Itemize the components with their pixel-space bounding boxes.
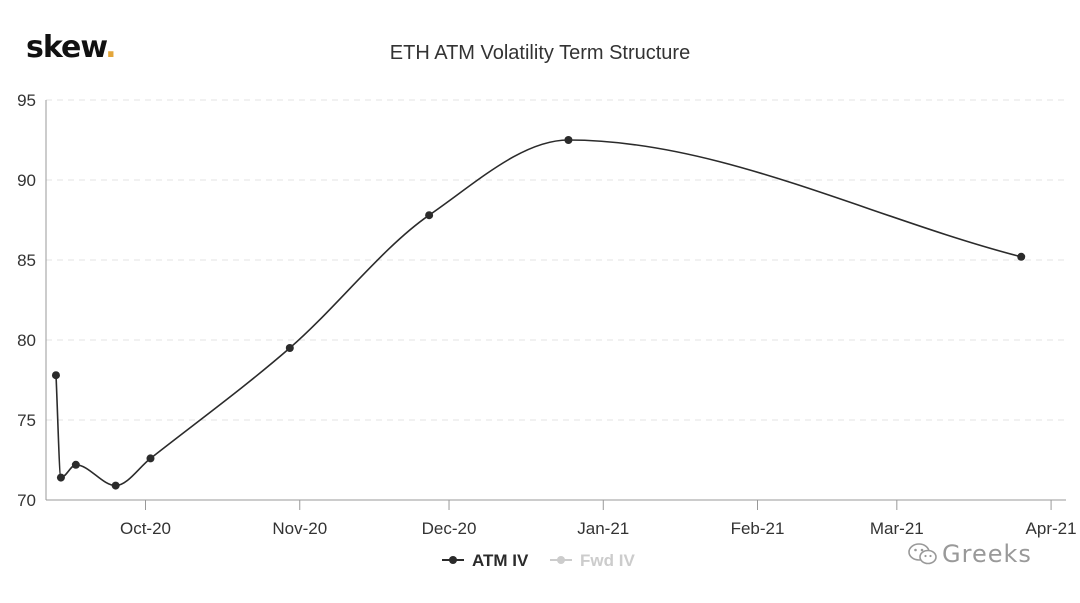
data-point <box>1017 252 1026 261</box>
data-point <box>425 211 434 220</box>
data-point <box>564 136 573 144</box>
gridlines <box>46 99 1066 421</box>
watermark: Greeks <box>908 540 1032 568</box>
watermark-text: Greeks <box>942 540 1032 568</box>
y-tick-label: 80 <box>17 331 36 350</box>
x-tick-label: Nov-20 <box>272 519 327 538</box>
y-tick-label: 75 <box>17 411 36 430</box>
x-tick-label: Mar-21 <box>870 519 924 538</box>
data-point <box>51 371 60 380</box>
data-point <box>285 344 294 352</box>
y-tick-label: 70 <box>17 491 36 510</box>
x-tick-label: Feb-21 <box>731 519 785 538</box>
y-tick-label: 85 <box>17 251 36 270</box>
data-point <box>71 460 80 469</box>
y-tick-label: 95 <box>17 91 36 110</box>
y-tick-label: 90 <box>17 171 36 190</box>
x-tick-label: Dec-20 <box>422 519 477 538</box>
legend-label: ATM IV <box>472 551 529 570</box>
legend-marker <box>449 556 457 564</box>
data-point <box>56 473 65 482</box>
wechat-icon <box>908 543 937 565</box>
data-point <box>111 481 120 490</box>
chart-title: ETH ATM Volatility Term Structure <box>390 42 690 64</box>
series-layer <box>51 136 1026 490</box>
x-tick-label: Apr-21 <box>1026 519 1077 538</box>
legend-item[interactable]: Fwd IV <box>550 551 635 570</box>
x-axis-ticks: Oct-20 Nov-20 Dec-20 Jan-21 Feb-21 Mar-21 Apr-… <box>120 500 1077 538</box>
skew-logo: skew. <box>26 30 117 65</box>
axes <box>45 100 1066 501</box>
legend: ATM IV Fwd IV <box>442 551 635 570</box>
series-line-atm-iv <box>55 139 1022 487</box>
x-tick-label: Oct-20 <box>120 519 171 538</box>
data-point <box>146 454 155 463</box>
legend-marker <box>557 556 565 564</box>
legend-label: Fwd IV <box>580 551 635 570</box>
x-tick-label: Jan-21 <box>577 519 629 538</box>
legend-item[interactable]: ATM IV <box>442 551 529 570</box>
y-axis-ticks: 70 75 80 85 90 95 <box>17 91 36 510</box>
